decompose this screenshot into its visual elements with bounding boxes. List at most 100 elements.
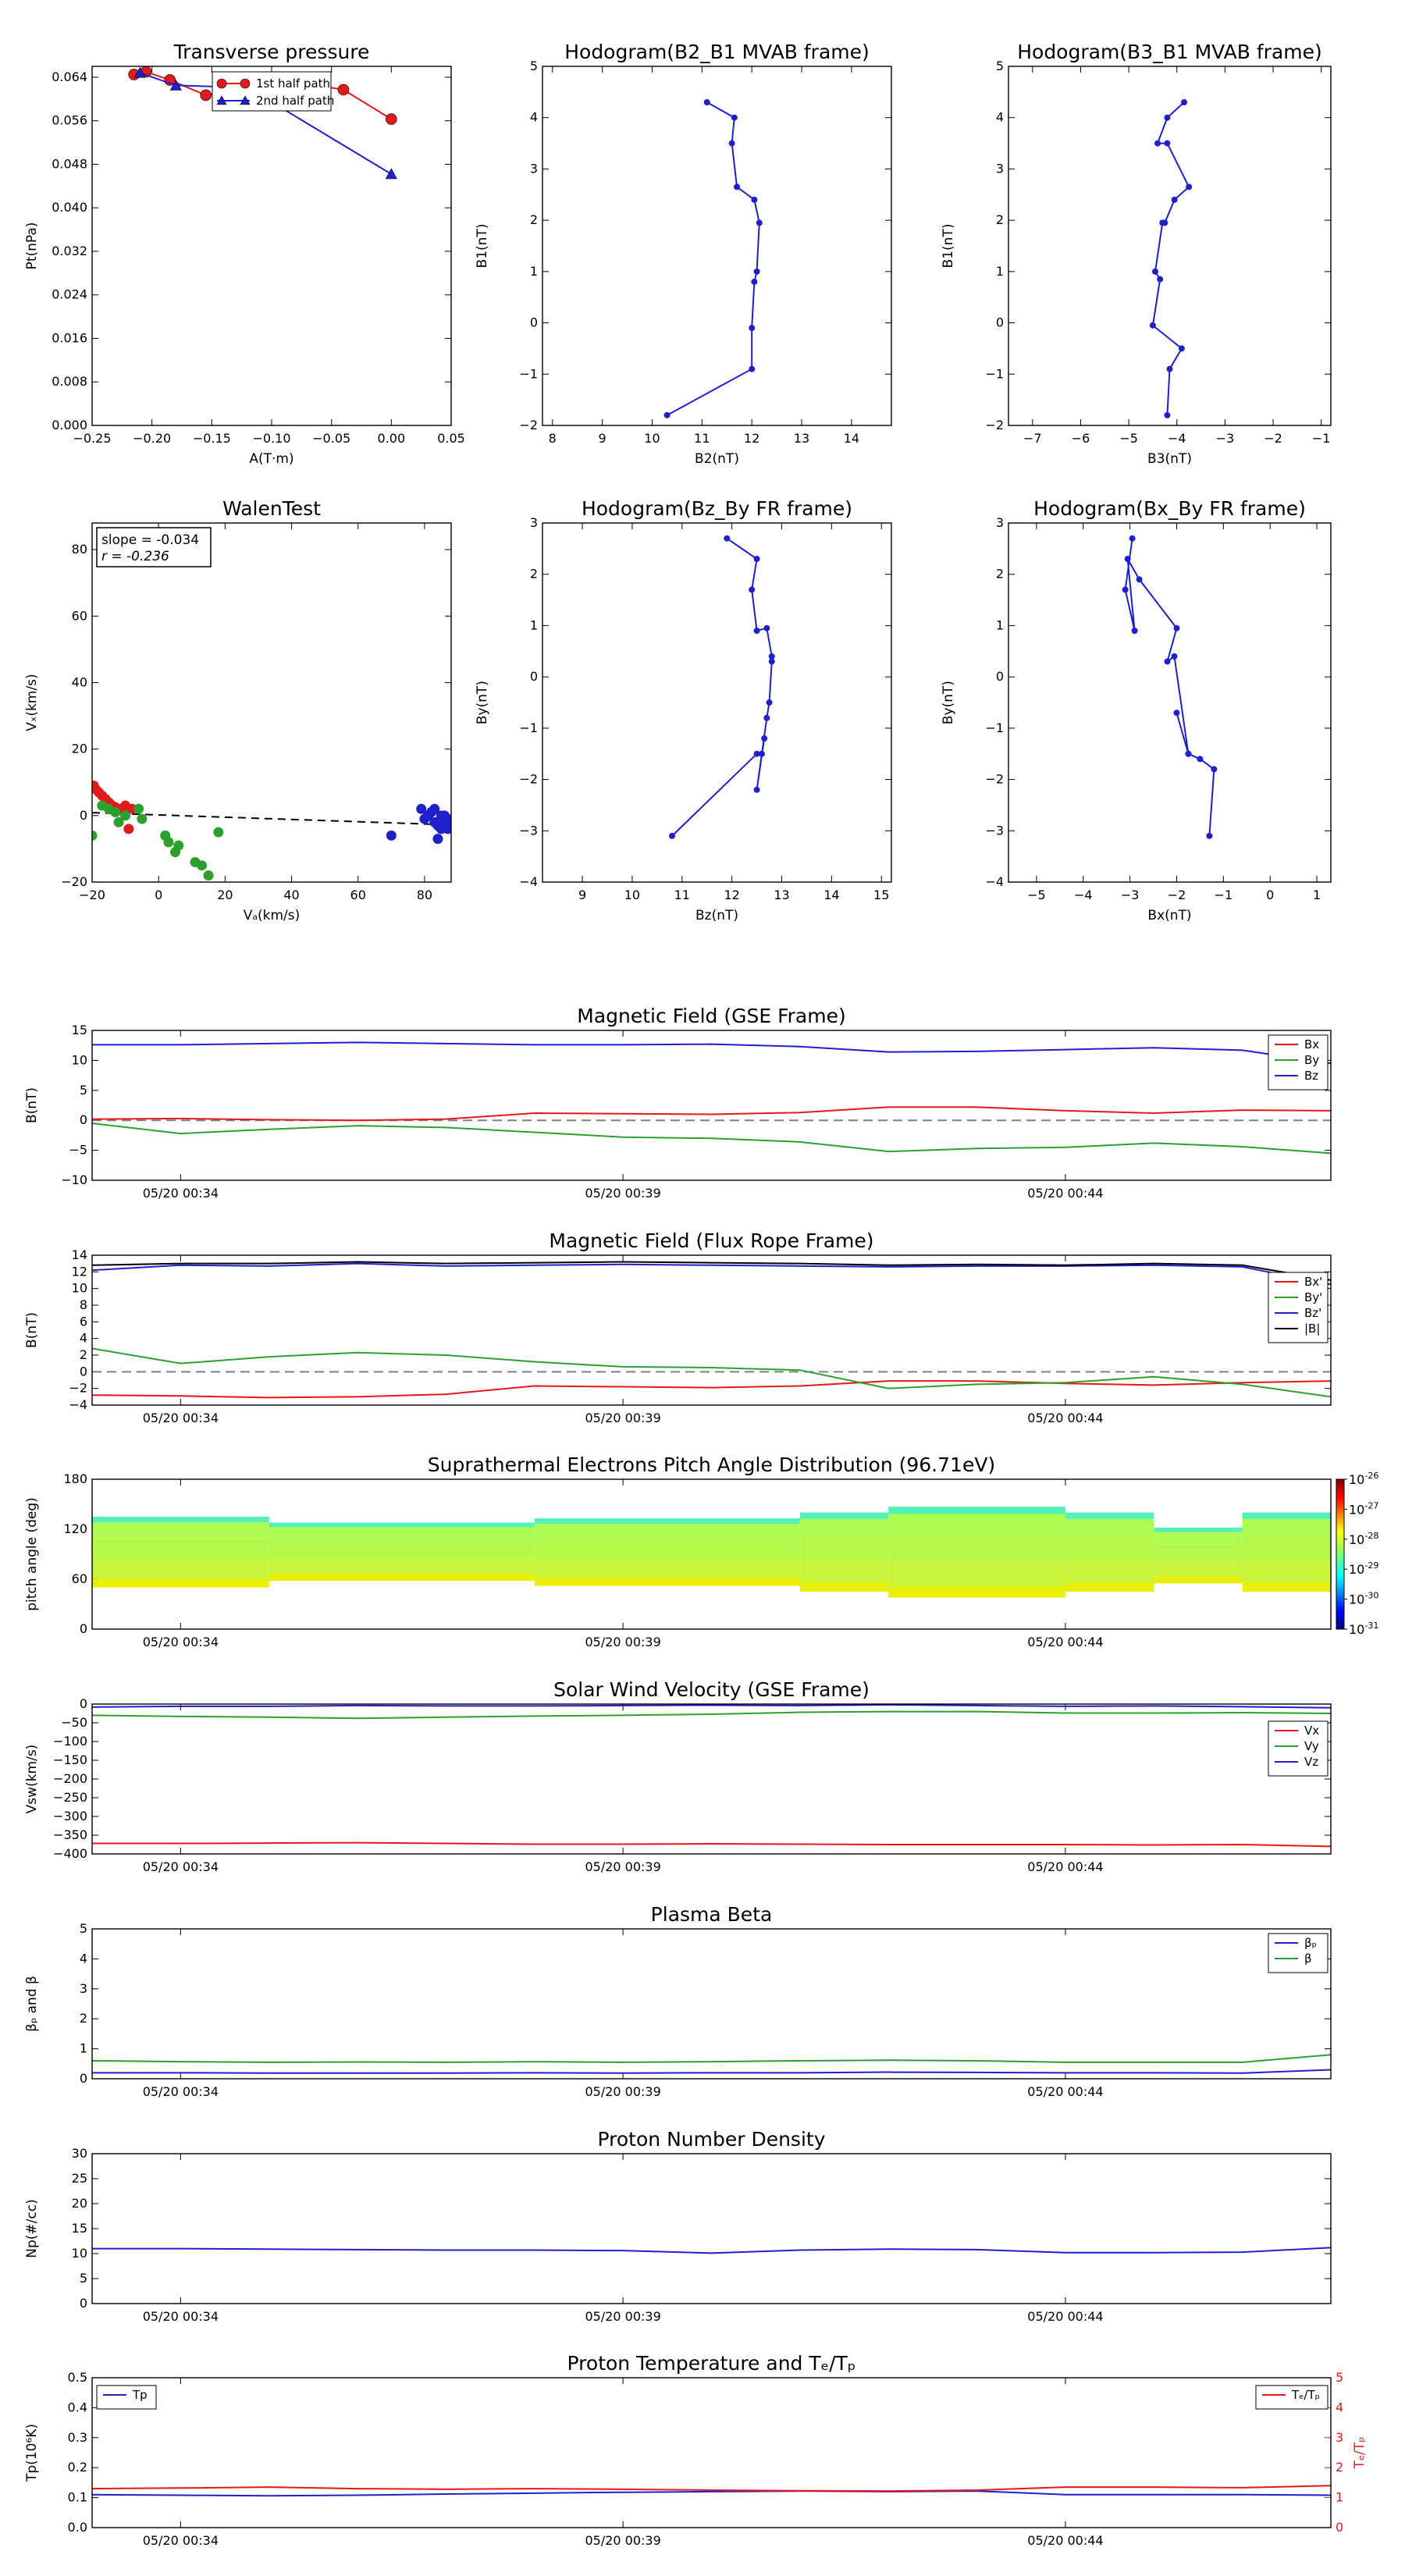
y-tick-label: 0.056 [52,113,87,128]
y-tick-label: 20 [72,742,87,756]
axes-frame [1008,522,1332,883]
y-axis-label: By(nT) [475,681,490,724]
legend-label: By' [1304,1290,1322,1304]
colorbar-tick-label: 10-27 [1349,1500,1378,1517]
y-tick-label: 3 [530,515,538,530]
legend-label: Bz' [1304,1306,1321,1320]
heatmap-cell [92,1559,269,1579]
x-tick-label: −6 [1072,431,1090,446]
heatmap-cell [534,1578,800,1586]
slope-annotation: slope = -0.034 [101,532,199,548]
data-point [1186,183,1193,190]
data-point [753,556,760,562]
plot-series-group [92,2247,1331,2254]
legend-label: 2nd half path [256,94,334,108]
data-point [761,735,768,742]
data-point [386,113,397,125]
x-tick-label: 13 [794,431,809,446]
x-axis-label: Vₐ(km/s) [244,908,301,923]
plot-area [92,2154,1331,2304]
y-tick-label: 120 [63,1521,87,1536]
y-tick-label: 0.1 [68,2490,87,2505]
axes-frame [91,66,452,426]
chart-title: Hodogram(Bx_By FR frame) [1033,497,1306,520]
x-axis-label: Bz(nT) [695,908,738,923]
legend-label: Bx' [1304,1275,1322,1289]
chart-title: Solar Wind Velocity (GSE Frame) [553,1678,870,1701]
r-annotation: r = -0.236 [101,549,169,564]
y-tick-label: 10 [72,2246,87,2261]
x-tick-label: 15 [873,888,889,902]
chart-title: Proton Number Density [598,2128,826,2151]
y-tick-label: 2 [530,212,538,227]
data-point [753,750,760,757]
x-tick-label: 14 [823,888,839,902]
x-axis-label: Bx(nT) [1147,908,1191,923]
scatter-point [137,813,148,824]
axes-frame [91,1030,1332,1181]
data-point [1152,268,1159,275]
heatmap-cell [1065,1582,1154,1592]
data-point [749,325,756,332]
data-point [337,84,350,96]
heatmap-cell [888,1514,1065,1535]
plot-area [92,1704,1331,1854]
data-point [1164,658,1171,665]
plot-series-group [92,780,451,881]
scatter-point [123,824,134,834]
x-tick-label: 05/20 00:44 [1027,1186,1103,1201]
x-tick-label: −1 [1312,431,1331,446]
y-tick-label: −4 [519,874,538,889]
heatmap-cell [534,1558,800,1578]
heatmap-cell [1242,1560,1331,1582]
data-point [1180,99,1187,105]
y-tick-label: 80 [72,542,87,557]
x-tick-label: 05/20 00:39 [585,2309,660,2324]
heatmap-cell [888,1560,1065,1587]
data-point [216,95,227,105]
x-tick-label: 05/20 00:34 [143,1411,219,1425]
x-tick-label: 80 [417,888,432,902]
data-point [663,411,670,418]
heatmap-cell [888,1507,1065,1514]
y-tick-label: 25 [72,2171,87,2186]
y-tick-label: −300 [53,1809,87,1823]
x-tick-label: −4 [1168,431,1186,446]
x-tick-label: −5 [1119,431,1138,446]
legend-label: Tp [132,2388,148,2402]
plot-area [542,523,891,882]
y-tick-label: −10 [61,1172,87,1187]
legend-label: Vx [1304,1724,1319,1738]
x-tick-label: 0 [155,888,162,902]
y-tick-label-right: 3 [1336,2430,1343,2445]
plot-area [92,66,451,425]
scatter-point [432,834,443,845]
x-tick-label: 9 [599,431,606,446]
heatmap-cell [1242,1536,1331,1560]
y-tick-label: 0 [80,2071,87,2086]
x-tick-label: −0.25 [73,431,111,446]
data-point [751,196,758,203]
y-tick-label: 3 [530,161,538,176]
x-tick-label: −0.10 [252,431,290,446]
data-point [669,832,676,839]
data-point [703,99,710,105]
y-tick-label: 30 [72,2146,87,2161]
annotation-box [96,527,212,568]
y-tick-label: −2 [985,418,1004,432]
y-tick-label: 0.032 [52,244,87,258]
y-tick-label: 0 [80,1696,87,1711]
y-axis-label-right: Tₑ/Tₚ [1352,2437,1368,2470]
x-tick-label: 05/20 00:44 [1027,2533,1103,2548]
heatmap-cell [1242,1512,1331,1519]
y-tick-label: 5 [80,2271,87,2286]
legend-label: By [1304,1053,1319,1067]
y-tick-label: 4 [80,1331,87,1346]
x-tick-label: −3 [1216,431,1235,446]
y-tick-label: 0 [80,2296,87,2311]
y-tick-label: 0.024 [52,287,87,302]
colorbar-tick-label: 10-26 [1349,1471,1378,1487]
y-tick-label: −2 [519,418,538,432]
y-tick-label: 0 [530,669,538,684]
